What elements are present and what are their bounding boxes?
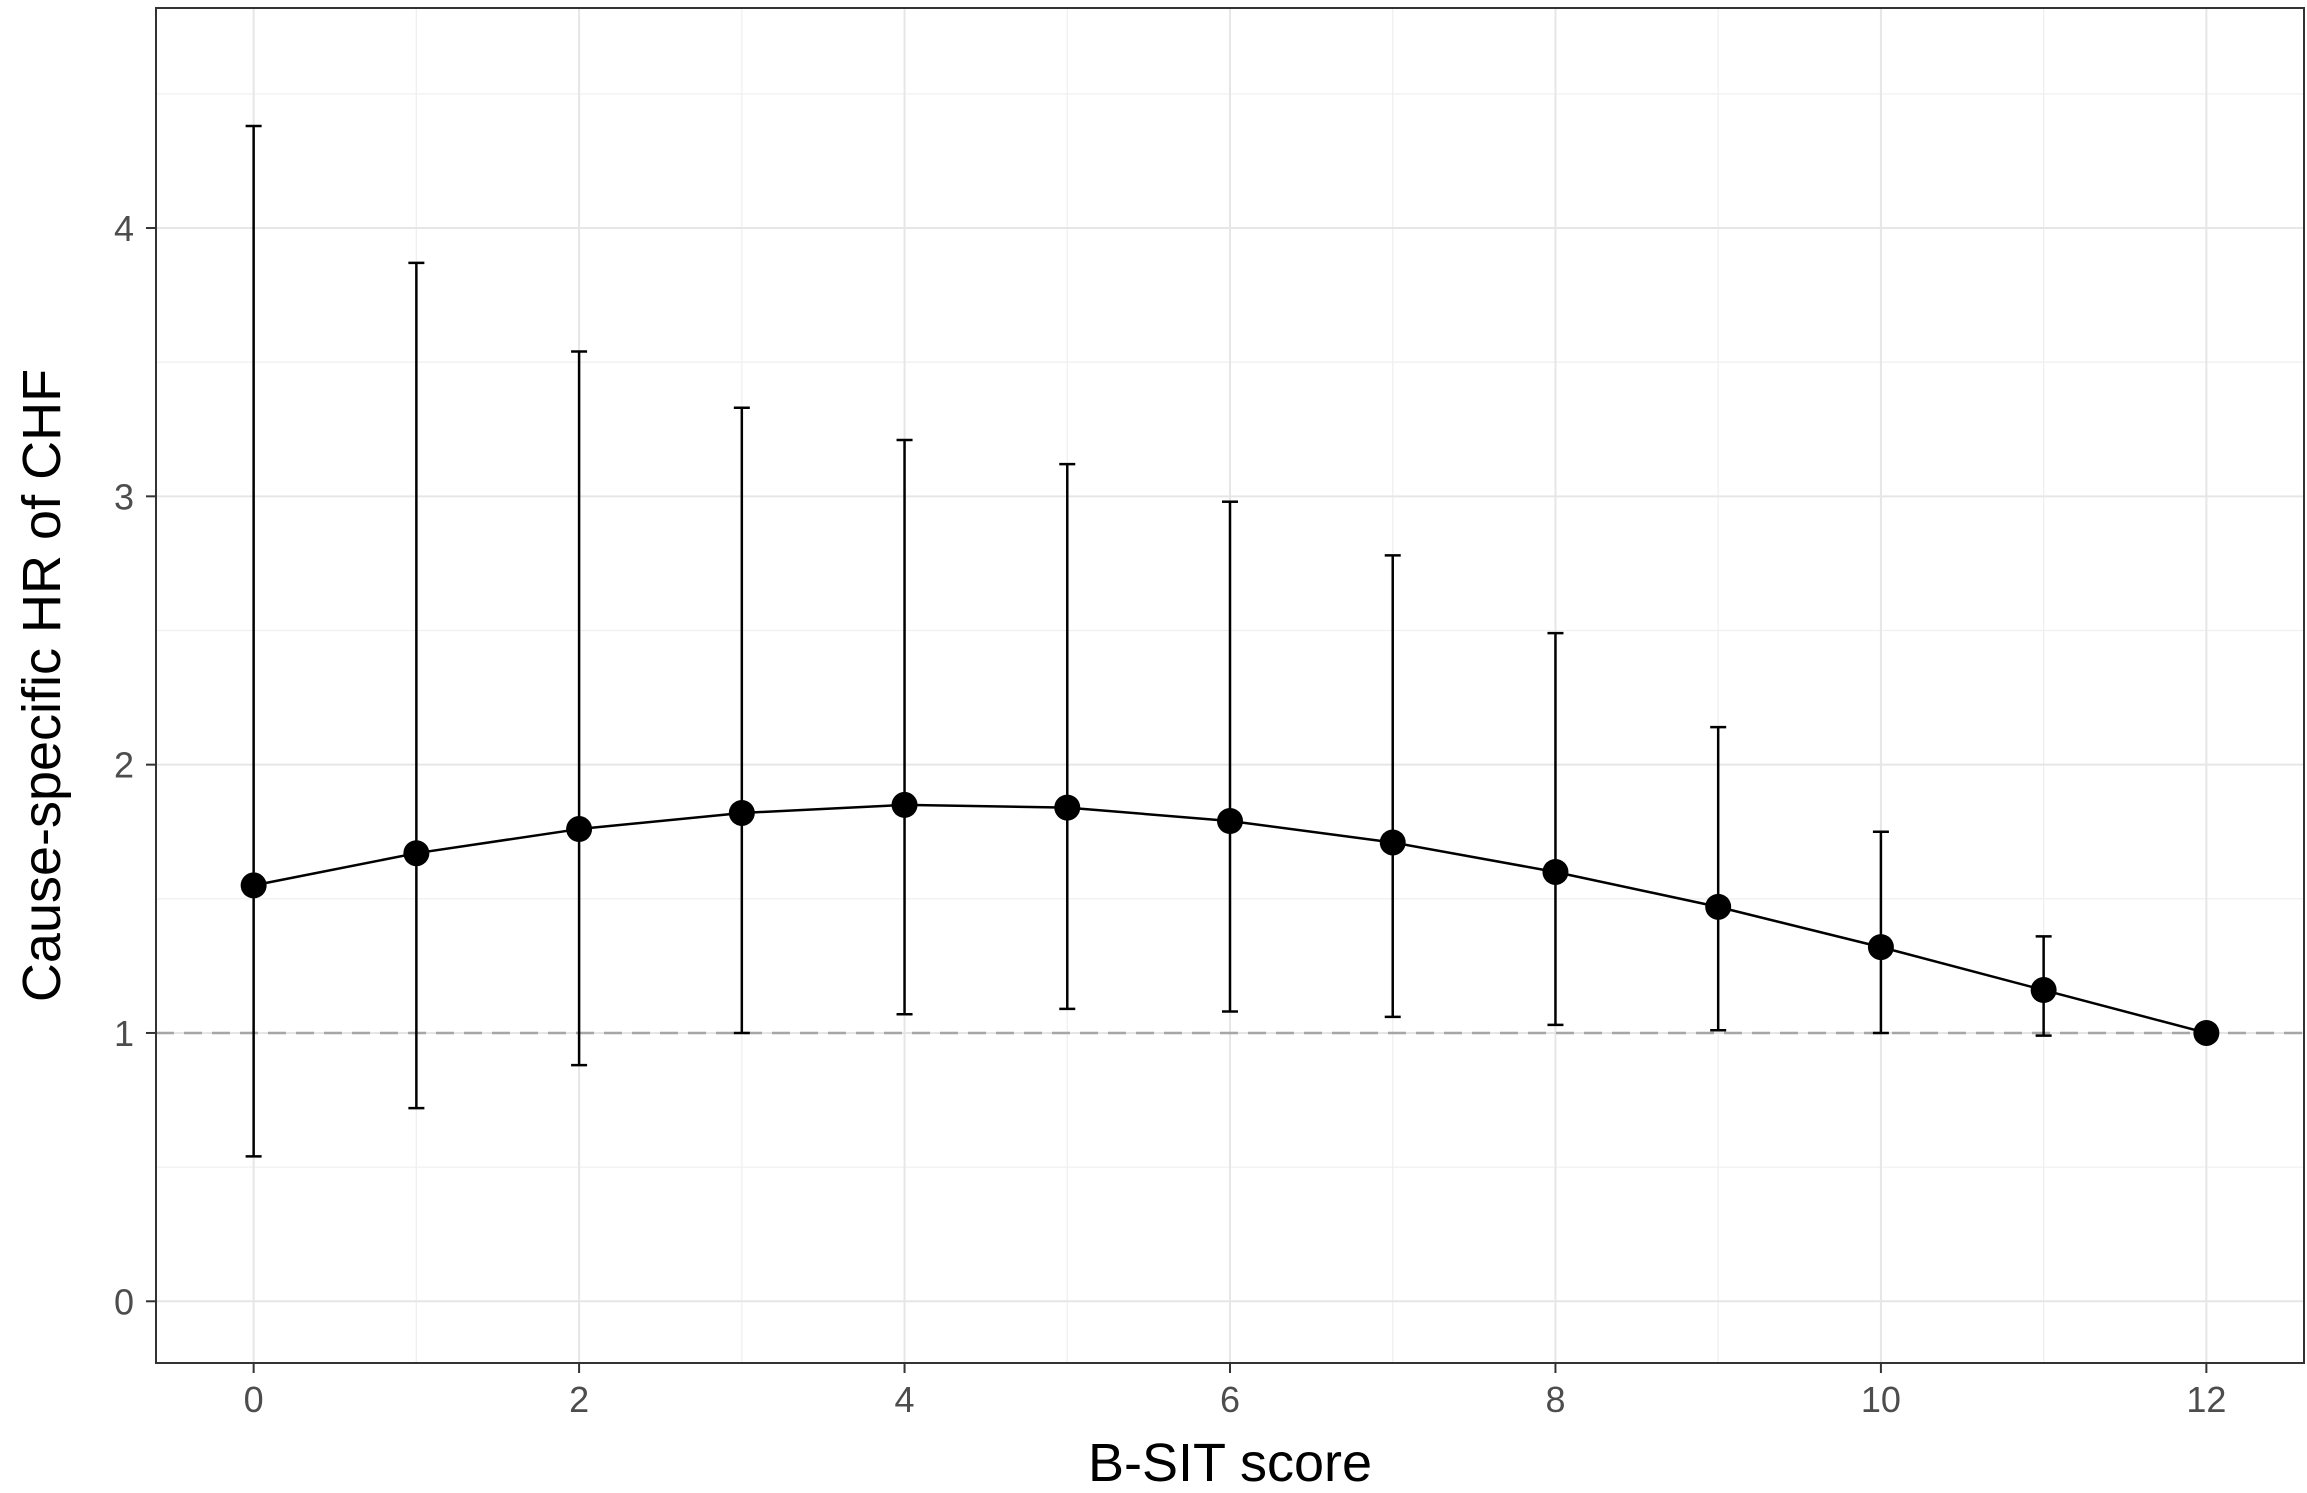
error-bar	[1547, 631, 1564, 1027]
x-tick-label: 2	[569, 1379, 589, 1420]
y-tick-label: 3	[114, 476, 134, 517]
error-bar	[1059, 462, 1076, 1011]
y-tick-label: 0	[114, 1281, 134, 1322]
error-bar	[896, 438, 913, 1016]
data-point	[1054, 794, 1081, 821]
data-point	[1217, 808, 1243, 834]
data-points	[240, 791, 2220, 1046]
data-point	[1705, 893, 1732, 920]
data-point	[1379, 829, 1406, 856]
error-bar	[1222, 500, 1238, 1013]
x-tick-label: 0	[244, 1379, 264, 1420]
error-bar	[1710, 725, 1727, 1032]
x-tick-label: 6	[1220, 1379, 1240, 1420]
x-axis-title: B-SIT score	[1088, 1433, 1372, 1493]
error-bar	[733, 406, 750, 1035]
error-bar	[245, 124, 262, 1158]
x-tick-label: 10	[1861, 1379, 1901, 1420]
data-point	[2193, 1019, 2220, 1046]
data-point	[566, 816, 593, 843]
data-point	[403, 840, 430, 867]
data-point	[891, 791, 918, 818]
x-tick-label: 4	[895, 1379, 915, 1420]
y-tick-label: 2	[114, 745, 134, 786]
x-axis-ticks: 0 2 4 6 8 10 12	[244, 1363, 2226, 1420]
error-bar	[1384, 554, 1401, 1019]
data-point	[240, 872, 267, 899]
error-bar	[571, 350, 588, 1067]
y-axis-ticks: 0 1 2 3 4	[114, 208, 156, 1322]
x-tick-label: 12	[2186, 1379, 2226, 1420]
y-tick-label: 1	[114, 1013, 134, 1054]
error-bar	[1872, 830, 1889, 1035]
data-point	[2030, 977, 2057, 1004]
y-axis-title: Cause-specific HR of CHF	[12, 369, 72, 1002]
x-tick-label: 8	[1545, 1379, 1565, 1420]
data-point	[1867, 934, 1894, 961]
error-bars	[245, 124, 2052, 1158]
y-tick-label: 4	[114, 208, 134, 249]
data-point	[728, 799, 755, 826]
data-point	[1542, 858, 1569, 885]
error-bar	[408, 261, 425, 1110]
